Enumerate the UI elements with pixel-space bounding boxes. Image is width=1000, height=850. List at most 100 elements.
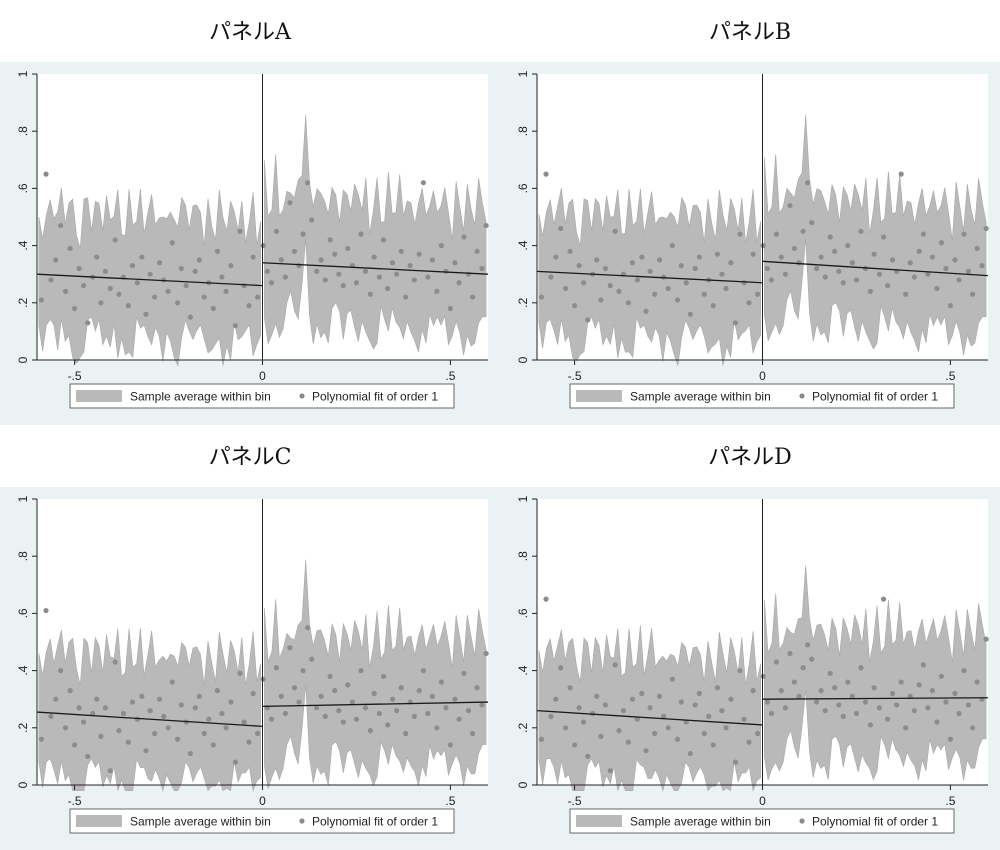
bin-average-point	[305, 625, 311, 631]
y-tick-label: .2	[516, 722, 530, 732]
bin-average-point	[952, 257, 958, 263]
bin-average-point	[710, 303, 716, 309]
bin-average-point	[741, 716, 747, 722]
bin-average-point	[598, 297, 604, 303]
bin-average-point	[282, 274, 289, 280]
bin-average-point	[594, 693, 600, 699]
bin-average-point	[264, 268, 270, 274]
bin-average-point	[629, 260, 636, 266]
bin-average-point	[943, 265, 949, 272]
bin-average-point	[174, 300, 181, 306]
legend-band-swatch	[76, 390, 122, 402]
bin-average-point	[768, 277, 775, 283]
bin-average-point	[232, 323, 239, 329]
y-tick-label: .4	[516, 240, 530, 250]
bin-average-point	[268, 280, 275, 286]
y-tick-label: 1	[16, 70, 30, 77]
bin-average-point	[652, 291, 658, 297]
bin-average-point	[94, 696, 100, 702]
bin-average-point	[764, 265, 770, 272]
panel-title: パネルB	[708, 20, 792, 45]
bin-average-point	[567, 685, 573, 691]
bin-average-point	[894, 702, 900, 708]
y-tick-label: .6	[16, 183, 30, 193]
bin-average-point	[665, 725, 671, 731]
bin-average-point	[147, 271, 153, 277]
bin-average-point	[576, 705, 582, 711]
bin-average-point	[558, 225, 564, 232]
bin-average-point	[273, 228, 280, 234]
bin-average-point	[48, 713, 54, 719]
bin-average-point	[805, 180, 811, 186]
bin-average-point	[139, 693, 145, 699]
bin-average-point	[607, 768, 613, 774]
sample-average-band-right	[764, 565, 987, 781]
bin-average-point	[620, 708, 627, 714]
bin-average-point	[571, 742, 578, 748]
x-tick-label: -.5	[68, 369, 82, 383]
y-tick-label: 0	[516, 781, 530, 788]
bin-average-point	[398, 248, 404, 254]
y-tick-label: .8	[516, 126, 530, 136]
y-tick-label: .2	[516, 297, 530, 307]
bin-average-point	[345, 682, 351, 688]
bin-average-point	[358, 668, 364, 674]
legend-label-dot: Polynomial fit of order 1	[812, 390, 938, 404]
bin-average-point	[443, 705, 449, 711]
bin-average-point	[332, 688, 338, 694]
bin-average-point	[165, 288, 171, 294]
bin-average-point	[219, 710, 225, 717]
bin-average-point	[116, 728, 122, 734]
bin-average-point	[714, 685, 720, 691]
bin-average-point	[255, 294, 261, 300]
x-tick-label: 0	[759, 369, 766, 383]
legend-dot-swatch	[299, 818, 305, 824]
y-tick-label: 1	[516, 495, 530, 502]
bin-average-point	[732, 759, 739, 765]
bin-average-point	[961, 668, 967, 674]
bin-average-point	[925, 271, 931, 277]
bin-average-point	[581, 719, 587, 725]
bin-average-point	[416, 688, 422, 694]
bin-average-point	[898, 679, 904, 685]
bin-average-point	[143, 748, 149, 754]
bin-average-point	[380, 673, 387, 679]
bin-average-point	[983, 225, 989, 232]
bin-average-point	[714, 251, 720, 257]
x-tick-label: -.5	[68, 794, 82, 808]
y-tick-label: 1	[516, 70, 530, 77]
bin-average-point	[362, 705, 369, 711]
bin-average-point	[616, 728, 622, 734]
panel-title: パネルC	[208, 445, 292, 470]
bin-average-point	[398, 685, 404, 691]
bin-average-point	[48, 277, 54, 283]
bin-average-point	[969, 725, 976, 731]
bin-average-point	[782, 705, 789, 711]
bin-average-point	[305, 180, 311, 186]
bin-average-point	[53, 257, 59, 263]
bin-average-point	[309, 656, 315, 662]
bin-average-point	[178, 265, 184, 272]
bin-average-point	[102, 268, 109, 274]
fit-line-left	[536, 709, 763, 726]
bin-average-point	[407, 263, 413, 269]
y-tick-label: 1	[16, 495, 30, 502]
bin-average-point	[67, 245, 73, 252]
bin-average-point	[764, 699, 770, 705]
bin-average-point	[255, 730, 261, 737]
y-tick-label: .4	[516, 665, 530, 675]
bin-average-point	[237, 228, 243, 234]
bin-average-point	[223, 288, 229, 294]
fit-line-left	[536, 270, 763, 284]
legend-label-dot: Polynomial fit of order 1	[812, 815, 938, 829]
bin-average-point	[755, 291, 761, 297]
bin-average-point	[947, 303, 954, 309]
bin-average-point	[938, 240, 944, 246]
bin-average-point	[223, 725, 229, 731]
bin-average-point	[201, 730, 207, 737]
bin-average-point	[90, 710, 96, 717]
bin-average-point	[447, 305, 454, 312]
bin-average-point	[732, 320, 739, 326]
bin-average-point	[345, 245, 351, 252]
bin-average-point	[452, 260, 458, 266]
